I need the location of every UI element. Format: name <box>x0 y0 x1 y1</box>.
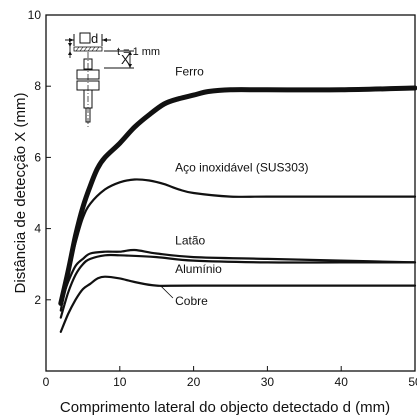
series-label-leader <box>160 285 174 299</box>
x-tick-label: 30 <box>261 375 275 389</box>
x-axis-ticks: 0 10 20 30 40 50 <box>43 366 417 389</box>
x-tick-label: 10 <box>113 375 127 389</box>
series-line-aluminio <box>59 253 417 319</box>
series-labels: Ferro Aço inoxidável (SUS303) Latão Alumíni… <box>160 65 309 308</box>
series-line-aco-inoxidavel <box>59 178 417 312</box>
x-tick-label: 50 <box>408 375 417 389</box>
series-lines <box>58 85 417 333</box>
inset-x-label: X <box>121 52 130 67</box>
x-tick-label: 40 <box>335 375 349 389</box>
target-square-symbol <box>79 32 91 44</box>
series-label-aluminio: Alumínio <box>175 262 222 276</box>
y-tick-label: 4 <box>34 222 41 236</box>
x-tick-label: 20 <box>187 375 201 389</box>
sensor-schematic-inset: d t = 1 mm X <box>65 31 160 128</box>
series-line-ferro <box>58 85 417 306</box>
y-axis-ticks: 2 4 6 8 10 <box>28 8 51 307</box>
series-label-latao: Latão <box>175 234 205 248</box>
series-label-cobre: Cobre <box>175 294 208 308</box>
x-axis-title: Comprimento lateral do objecto detectado… <box>60 399 390 416</box>
y-axis-title: Distância de detecção X (mm) <box>12 93 29 294</box>
series-label-aco-inoxidavel: Aço inoxidável (SUS303) <box>175 161 308 175</box>
y-tick-label: 8 <box>34 79 41 93</box>
x-tick-label: 0 <box>43 375 50 389</box>
series-line-cobre <box>59 275 417 333</box>
series-label-ferro: Ferro <box>175 65 204 79</box>
plot-frame <box>45 14 416 372</box>
y-tick-label: 6 <box>34 150 41 164</box>
inset-d-label: d <box>91 31 98 46</box>
series-line-latao <box>59 248 417 305</box>
y-tick-label: 2 <box>34 293 41 307</box>
inset-thickness-label: t = 1 mm <box>117 46 160 58</box>
y-tick-label: 10 <box>28 8 42 22</box>
